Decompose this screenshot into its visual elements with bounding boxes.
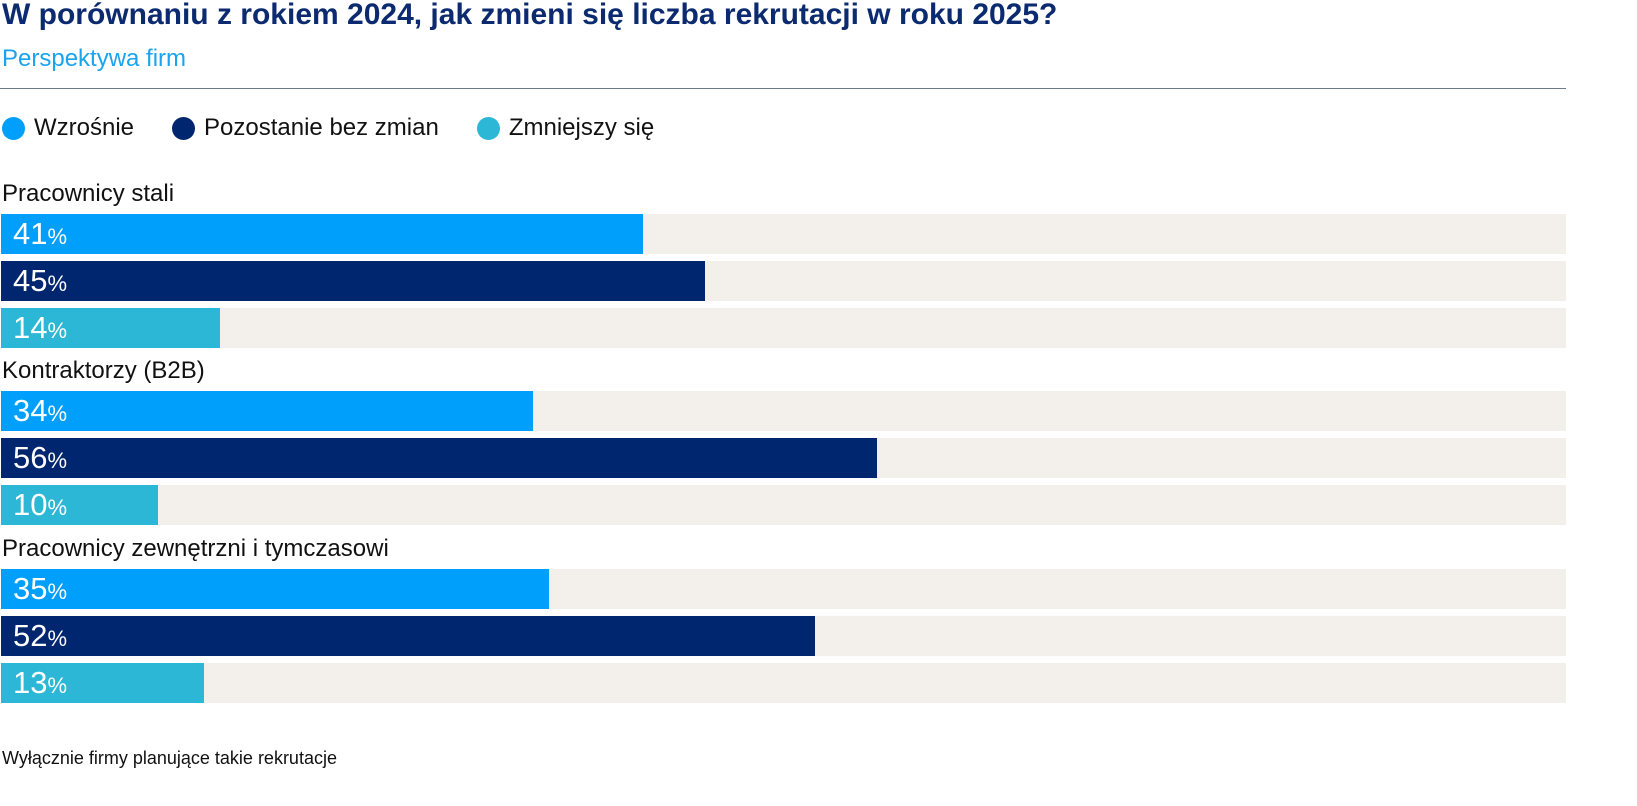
legend-swatch-unchanged — [172, 116, 196, 140]
bar-permanent-increase: 41% — [1, 214, 643, 254]
data-label-unit: % — [47, 579, 68, 604]
category-label-permanent: Pracownicy stali — [2, 180, 175, 207]
legend: Wzrośnie Pozostanie bez zmian Zmniejszy … — [2, 114, 692, 142]
data-label-value: 35 — [13, 571, 48, 606]
bar-contractors-unchanged: 56% — [1, 438, 877, 478]
data-label-value: 13 — [13, 665, 48, 700]
data-label-unit: % — [47, 626, 68, 651]
header-divider — [0, 88, 1566, 89]
data-label-temporary-unchanged: 52% — [13, 618, 67, 657]
bar-track-permanent-decrease: 14% — [1, 308, 1566, 348]
bar-permanent-unchanged: 45% — [1, 261, 705, 301]
bar-track-permanent-unchanged: 45% — [1, 261, 1566, 301]
legend-item-decrease: Zmniejszy się — [476, 114, 655, 142]
legend-label-increase: Wzrośnie — [34, 114, 135, 141]
bar-track-contractors-increase: 34% — [1, 391, 1566, 431]
chart-title: W porównaniu z rokiem 2024, jak zmieni s… — [2, 0, 1058, 31]
data-label-permanent-increase: 41% — [13, 216, 67, 255]
data-label-permanent-unchanged: 45% — [13, 263, 67, 302]
chart-subtitle: Perspektywa firm — [2, 45, 187, 72]
data-label-contractors-increase: 34% — [13, 393, 67, 432]
bar-contractors-increase: 34% — [1, 391, 533, 431]
bar-contractors-decrease: 10% — [1, 485, 158, 525]
bar-track-temporary-decrease: 13% — [1, 663, 1566, 703]
data-label-unit: % — [47, 673, 68, 698]
legend-label-decrease: Zmniejszy się — [508, 114, 655, 141]
data-label-unit: % — [47, 271, 68, 296]
category-label-contractors: Kontraktorzy (B2B) — [2, 357, 205, 384]
data-label-permanent-decrease: 14% — [13, 310, 67, 349]
bar-temporary-unchanged: 52% — [1, 616, 815, 656]
data-label-unit: % — [47, 448, 68, 473]
data-label-temporary-increase: 35% — [13, 571, 67, 610]
footnote: Wyłącznie firmy planujące takie rekrutac… — [2, 748, 337, 768]
bar-temporary-increase: 35% — [1, 569, 549, 609]
data-label-value: 45 — [13, 263, 48, 298]
legend-item-unchanged: Pozostanie bez zmian — [172, 114, 439, 142]
bar-track-permanent-increase: 41% — [1, 214, 1566, 254]
category-label-temporary: Pracownicy zewnętrzni i tymczasowi — [2, 535, 389, 562]
data-label-unit: % — [47, 495, 68, 520]
legend-swatch-decrease — [476, 116, 500, 140]
bar-permanent-decrease: 14% — [1, 308, 220, 348]
bar-temporary-decrease: 13% — [1, 663, 204, 703]
data-label-unit: % — [47, 318, 68, 343]
data-label-value: 10 — [13, 487, 48, 522]
legend-label-unchanged: Pozostanie bez zmian — [204, 114, 439, 141]
legend-item-increase: Wzrośnie — [2, 114, 134, 142]
data-label-temporary-decrease: 13% — [13, 665, 67, 704]
data-label-value: 14 — [13, 310, 48, 345]
data-label-unit: % — [47, 224, 68, 249]
bar-track-temporary-unchanged: 52% — [1, 616, 1566, 656]
data-label-unit: % — [47, 401, 68, 426]
data-label-contractors-unchanged: 56% — [13, 440, 67, 479]
legend-swatch-increase — [2, 116, 25, 140]
data-label-value: 52 — [13, 618, 48, 653]
bar-track-contractors-unchanged: 56% — [1, 438, 1566, 478]
bar-track-contractors-decrease: 10% — [1, 485, 1566, 525]
bar-track-temporary-increase: 35% — [1, 569, 1566, 609]
data-label-value: 34 — [13, 393, 48, 428]
data-label-value: 41 — [13, 216, 48, 251]
data-label-contractors-decrease: 10% — [13, 487, 67, 526]
data-label-value: 56 — [13, 440, 48, 475]
